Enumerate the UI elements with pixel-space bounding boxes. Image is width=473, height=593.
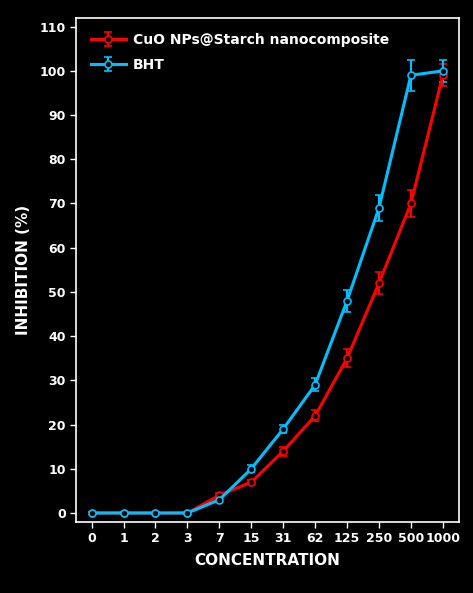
- X-axis label: CONCENTRATION: CONCENTRATION: [194, 553, 340, 568]
- Y-axis label: INHIBITION (%): INHIBITION (%): [17, 205, 31, 335]
- Legend: CuO NPs@Starch nanocomposite, BHT: CuO NPs@Starch nanocomposite, BHT: [83, 25, 397, 81]
